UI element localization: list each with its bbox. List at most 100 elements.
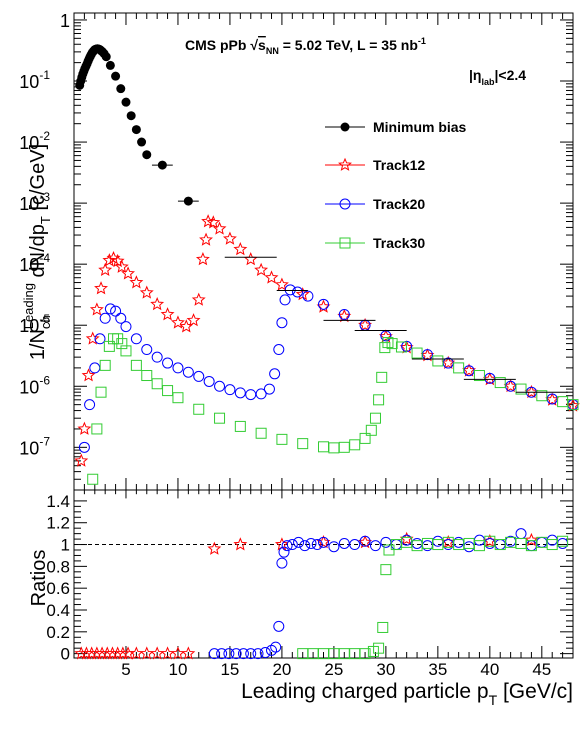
data-point: [131, 125, 141, 135]
data-point: [338, 308, 350, 320]
data-point: [74, 453, 89, 467]
series-track30: [87, 333, 579, 485]
legend-label-track30: Track30: [373, 235, 425, 251]
legend-track20-marker: [339, 198, 351, 210]
xlabel-sub: T: [489, 692, 498, 708]
ratio-point: [230, 648, 242, 660]
data-point: [276, 317, 288, 329]
data-point: [94, 333, 106, 345]
data-point: [243, 252, 258, 266]
y-tick-base: 10: [19, 133, 39, 153]
ratio-point: [401, 534, 413, 546]
data-point: [297, 438, 309, 450]
ratio-point: [273, 620, 285, 632]
data-point: [111, 71, 121, 81]
y-tick-exponent: -4: [39, 251, 50, 265]
annotation-prefix: CMS pPb: [185, 37, 250, 53]
ratio-point: [311, 539, 323, 551]
data-point: [473, 370, 485, 382]
series-track12: [74, 214, 580, 467]
data-point: [89, 362, 101, 374]
legend-label-minimum-bias: Minimum bias: [373, 119, 467, 135]
data-point: [191, 292, 206, 306]
data-point: [349, 439, 361, 451]
ratio-point: [115, 646, 130, 660]
series-minimum-bias-tail-: [224, 256, 568, 393]
data-point: [193, 370, 205, 382]
ratio-point: [266, 644, 278, 656]
y-tick-label-top: 10-6: [19, 373, 50, 397]
ratio-point: [305, 537, 317, 549]
legend-minbias-marker: [340, 122, 350, 132]
y-tick-label-top: 10-4: [19, 251, 50, 275]
annotation-energy: = 5.02 TeV, L = 35 nb: [279, 37, 418, 53]
bottom-panel-axis-ticks: [74, 490, 573, 658]
data-point: [81, 368, 96, 382]
annotation-eta-post: |<2.4: [494, 67, 526, 83]
y-tick-base: 10: [19, 316, 39, 336]
data-point: [162, 385, 174, 397]
data-point: [116, 338, 128, 350]
y-tick-exponent: -7: [39, 434, 50, 448]
y-tick-label-bottom: 1: [61, 536, 70, 555]
y-tick-exponent: -3: [39, 190, 50, 204]
data-point: [98, 262, 113, 276]
data-point: [233, 242, 248, 256]
data-point: [102, 253, 117, 267]
legend-entry-track30: Track30: [325, 235, 425, 251]
data-point: [186, 313, 201, 327]
top-panel-y-tick-labels: 110-110-210-310-410-510-610-7: [19, 11, 70, 458]
annotation-eta-pre: |η: [469, 67, 481, 83]
ratio-point: [557, 535, 569, 547]
annotation-eta-sub: lab: [481, 77, 495, 87]
data-point: [120, 345, 132, 357]
data-point: [376, 371, 388, 383]
ratio-point: [338, 537, 350, 549]
data-point: [121, 97, 131, 107]
y-tick-label-bottom: 0.2: [46, 623, 70, 642]
data-point: [214, 380, 226, 392]
series-track20: [78, 284, 579, 453]
ratio-point: [207, 541, 222, 555]
data-point: [183, 196, 193, 206]
data-point: [203, 375, 215, 387]
data-point: [494, 377, 506, 389]
xlabel-unit: [GeV/c]: [497, 680, 573, 703]
ratio-point: [525, 540, 537, 552]
data-point: [84, 399, 96, 411]
data-point: [91, 423, 103, 435]
ylabel-mid: dN/dp: [27, 224, 49, 283]
ratio-series-track30: [297, 535, 569, 660]
data-point: [150, 297, 165, 311]
data-point: [151, 351, 163, 363]
top-panel-frame: [73, 12, 574, 491]
ratio-point: [463, 541, 475, 553]
legend-label-track20: Track20: [373, 196, 425, 212]
ylabel-pre: 1/N: [27, 329, 49, 360]
ratio-point: [369, 540, 381, 552]
data-point: [515, 383, 527, 395]
xlabel-main: Leading charged particle p: [241, 680, 489, 703]
data-point: [105, 60, 115, 70]
data-point: [99, 312, 111, 324]
y-tick-exponent: -6: [39, 373, 50, 387]
y-tick-label-bottom: 1.4: [46, 492, 70, 511]
data-point: [254, 262, 269, 276]
bottom-y-axis-title: Ratios: [28, 550, 50, 607]
data-point: [318, 441, 329, 453]
y-tick-label-top: 1: [60, 11, 70, 31]
top-panel-data: [74, 44, 580, 485]
ratio-point: [515, 528, 527, 540]
data-point: [545, 392, 560, 406]
data-point: [141, 344, 153, 356]
data-point: [276, 433, 288, 445]
x-tick-label: 10: [168, 660, 187, 679]
svg-text:|ηlab|<2.4: |ηlab|<2.4: [469, 67, 526, 87]
y-tick-label-top: 10-3: [19, 190, 50, 214]
ratio-point: [276, 557, 288, 569]
data-point: [199, 232, 213, 246]
x-axis-title: Leading charged particle pT [GeV/c]: [241, 680, 573, 708]
data-point: [160, 307, 175, 321]
data-point: [110, 253, 125, 268]
bottom-panel-frame: [73, 489, 574, 659]
